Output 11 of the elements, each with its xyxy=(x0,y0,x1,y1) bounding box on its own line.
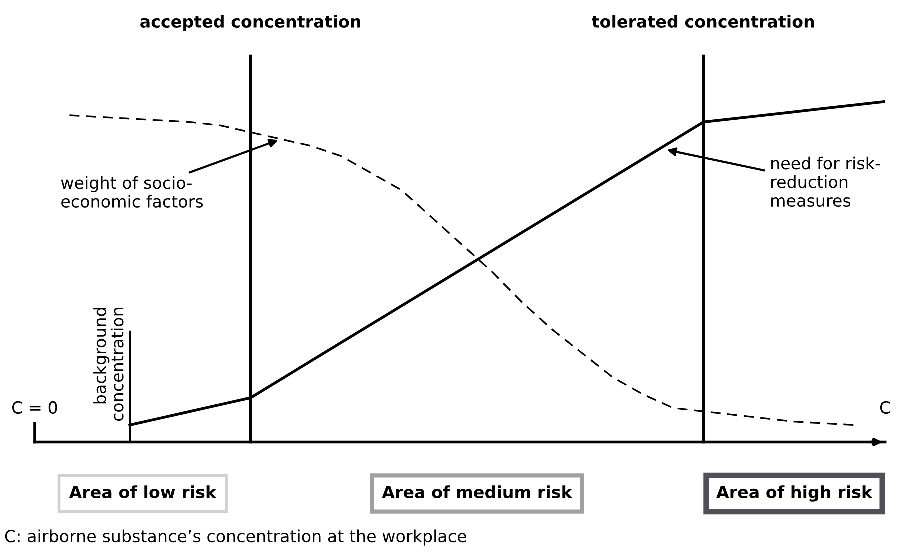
annotation: C = 0 xyxy=(12,401,58,414)
text: accepted concentration xyxy=(140,15,360,32)
text: tolerated concentration xyxy=(592,15,814,28)
text: C: airborne substance’s concentration at the workplace xyxy=(5,530,466,546)
text: Area of high risk xyxy=(716,486,873,502)
text: Area of low risk xyxy=(69,486,217,499)
text: Area of medium risk xyxy=(382,486,573,499)
annotation: need for risk- reduction measures xyxy=(772,156,880,208)
annotation: background concentration xyxy=(94,308,124,422)
annotation: weight of socio- economic factors xyxy=(61,176,204,208)
annotation: C xyxy=(880,401,890,414)
